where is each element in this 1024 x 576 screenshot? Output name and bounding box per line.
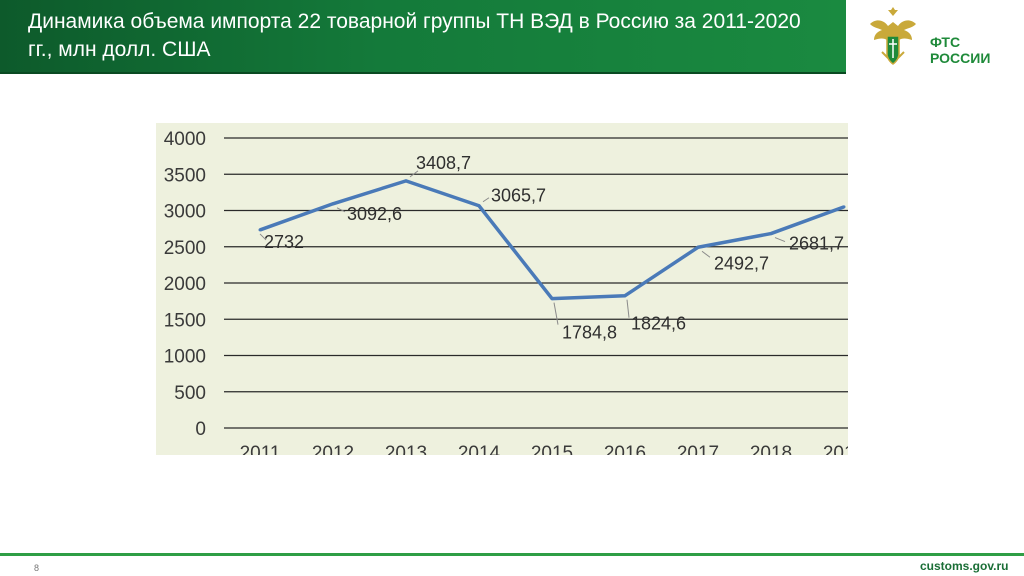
- data-point: [477, 204, 481, 208]
- x-tick-label: 2019: [823, 443, 848, 455]
- x-tick-label: 2012: [312, 443, 354, 455]
- series-line: [259, 179, 845, 301]
- data-labels: 2732 3092,6 3408,7 3065,7 1784,8 1824,6 2492,7…: [259, 153, 844, 343]
- label-leader: [259, 233, 267, 241]
- data-label: 3408,7: [416, 153, 471, 173]
- page-title: Динамика объема импорта 22 товарной груп…: [28, 10, 801, 61]
- data-label: 2681,7: [789, 234, 844, 254]
- label-leader: [626, 299, 630, 318]
- y-tick-label: 3000: [164, 202, 206, 223]
- label-leader: [409, 170, 419, 178]
- y-tick-label: 0: [195, 419, 206, 440]
- series-layer: [258, 179, 846, 301]
- data-point: [769, 232, 773, 236]
- page-number: 8: [34, 563, 40, 573]
- data-point: [331, 202, 335, 206]
- data-point: [696, 245, 700, 249]
- grid-lines: [224, 137, 848, 429]
- label-leader: [774, 237, 786, 243]
- data-point: [623, 294, 627, 298]
- label-leader: [701, 250, 711, 258]
- y-tick-label: 2500: [164, 238, 206, 259]
- data-label: 3065,7: [491, 186, 546, 206]
- x-tick-label: 2011: [240, 443, 281, 455]
- x-tick-label: 2014: [458, 443, 501, 455]
- data-label: 1824,6: [631, 314, 686, 334]
- data-point: [404, 179, 408, 183]
- data-point: [550, 297, 554, 301]
- line-chart: 0 500 1000 1500 2000 2500 3000 3500 4000 2011 201…: [156, 123, 848, 455]
- y-tick-label: 500: [174, 383, 206, 404]
- label-leader: [482, 197, 490, 203]
- data-label: 2732: [264, 232, 304, 252]
- y-tick-label: 1000: [164, 347, 206, 368]
- fts-logo: [858, 6, 1018, 72]
- x-tick-label: 2015: [531, 443, 573, 455]
- x-tick-label: 2016: [604, 443, 646, 455]
- data-point: [258, 228, 262, 232]
- logo-line-1: ФТС: [930, 34, 961, 50]
- label-leader: [336, 207, 346, 213]
- eagle-emblem-icon: [870, 7, 916, 65]
- logo-text: ФТС РОССИИ: [930, 34, 990, 66]
- y-tick-label: 1500: [164, 310, 206, 331]
- footer-divider: [0, 553, 1024, 556]
- title-bar: Динамика объема импорта 22 товарной груп…: [0, 0, 846, 74]
- x-tick-label: 2018: [750, 443, 792, 455]
- data-label: 3092,6: [347, 204, 402, 224]
- y-tick-label: 3500: [164, 165, 206, 186]
- x-tick-label: 2017: [677, 443, 719, 455]
- data-label: 1784,8: [562, 323, 617, 343]
- y-tick-label: 2000: [164, 274, 206, 295]
- x-axis-ticks: 2011 2012 2013 2014 2015 2016 2017 2018 2019: [240, 443, 848, 455]
- data-point: [842, 205, 846, 209]
- y-tick-label: 4000: [164, 129, 206, 150]
- logo-line-2: РОССИИ: [930, 50, 991, 66]
- label-leader: [553, 302, 559, 325]
- site-link[interactable]: customs.gov.ru: [920, 559, 1009, 573]
- x-tick-label: 2013: [385, 443, 427, 455]
- data-label: 2492,7: [714, 253, 769, 273]
- y-axis-ticks: 0 500 1000 1500 2000 2500 3000 3500 4000: [164, 129, 206, 440]
